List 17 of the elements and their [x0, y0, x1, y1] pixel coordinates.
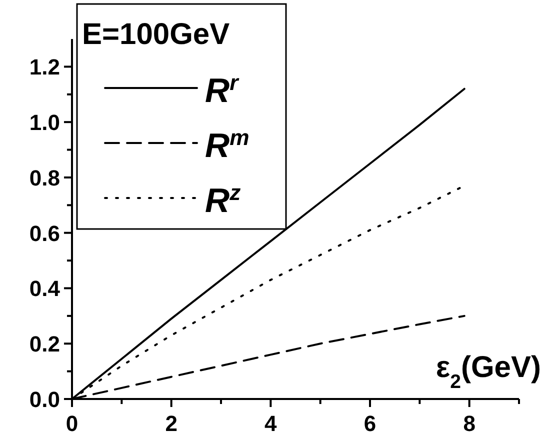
y-tick-label: 0.6: [29, 220, 60, 246]
y-tick-label: 1.2: [29, 54, 60, 80]
x-tick-label: 0: [66, 411, 78, 436]
y-tick-label: 0.2: [29, 332, 60, 357]
x-axis-title: ε$_{2}$(GeV): [436, 351, 541, 393]
x-tick-label: 2: [165, 411, 178, 436]
y-tick-label: 0.8: [29, 165, 60, 190]
x-tick-label: 6: [364, 411, 376, 436]
legend-label: R$^{r}$: [205, 70, 240, 110]
legend-label: R$^{m}$: [205, 124, 250, 165]
y-tick-label: 1.0: [29, 110, 60, 136]
x-tick-label: 4: [264, 411, 278, 436]
y-tick-label: 0.4: [29, 276, 61, 302]
y-tick-label: 0.0: [29, 387, 60, 412]
legend-label: R$^{z}$: [205, 180, 241, 220]
x-tick-label: 8: [463, 411, 476, 436]
legend-title: E=100GeV: [82, 18, 230, 51]
